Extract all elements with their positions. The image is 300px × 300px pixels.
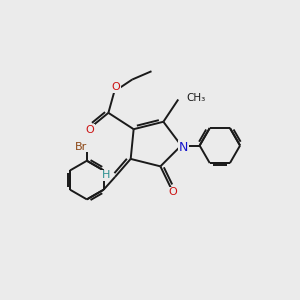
Text: N: N xyxy=(179,140,188,154)
Text: Br: Br xyxy=(75,142,88,152)
Text: O: O xyxy=(111,82,120,92)
Text: O: O xyxy=(169,187,178,197)
Text: H: H xyxy=(101,170,110,180)
Text: O: O xyxy=(85,125,94,135)
Text: CH₃: CH₃ xyxy=(187,93,206,103)
